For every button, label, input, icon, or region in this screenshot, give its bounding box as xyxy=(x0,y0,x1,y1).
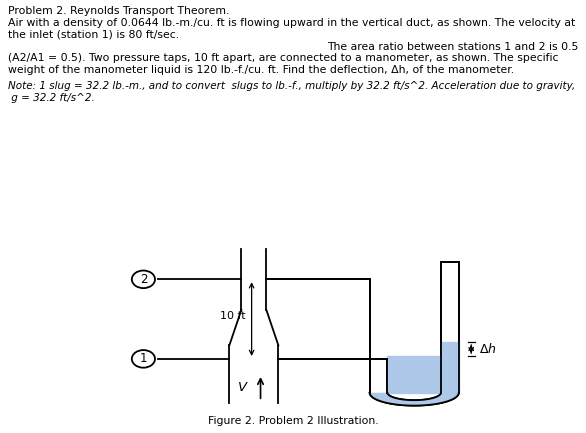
Text: g = 32.2 ft/s^2.: g = 32.2 ft/s^2. xyxy=(8,93,94,103)
Text: the inlet (station 1) is 80 ft/sec.: the inlet (station 1) is 80 ft/sec. xyxy=(8,30,179,40)
Bar xyxy=(441,342,459,394)
Text: Air with a density of 0.0644 lb.-m./cu. ft is flowing upward in the vertical duc: Air with a density of 0.0644 lb.-m./cu. … xyxy=(8,18,575,28)
Text: (A2/A1 = 0.5). Two pressure taps, 10 ft apart, are connected to a manometer, as : (A2/A1 = 0.5). Two pressure taps, 10 ft … xyxy=(8,53,558,63)
Text: $\Delta h$: $\Delta h$ xyxy=(479,342,497,356)
Text: Figure 2. Problem 2 Illustration.: Figure 2. Problem 2 Illustration. xyxy=(207,416,379,426)
Polygon shape xyxy=(370,393,459,406)
Text: 10 ft: 10 ft xyxy=(220,311,246,321)
Text: The area ratio between stations 1 and 2 is 0.5: The area ratio between stations 1 and 2 … xyxy=(327,42,578,52)
Text: V: V xyxy=(238,381,247,394)
Text: Problem 2. Reynolds Transport Theorem.: Problem 2. Reynolds Transport Theorem. xyxy=(8,6,229,16)
Text: Note: 1 slug = 32.2 lb.-m., and to convert  slugs to lb.-f., multiply by 32.2 ft: Note: 1 slug = 32.2 lb.-m., and to conve… xyxy=(8,81,575,91)
Text: 1: 1 xyxy=(139,352,147,365)
Bar xyxy=(387,356,441,394)
Text: weight of the manometer liquid is 120 lb.-f./cu. ft. Find the deflection, Δh, of: weight of the manometer liquid is 120 lb… xyxy=(8,65,514,74)
Text: 2: 2 xyxy=(139,273,147,286)
